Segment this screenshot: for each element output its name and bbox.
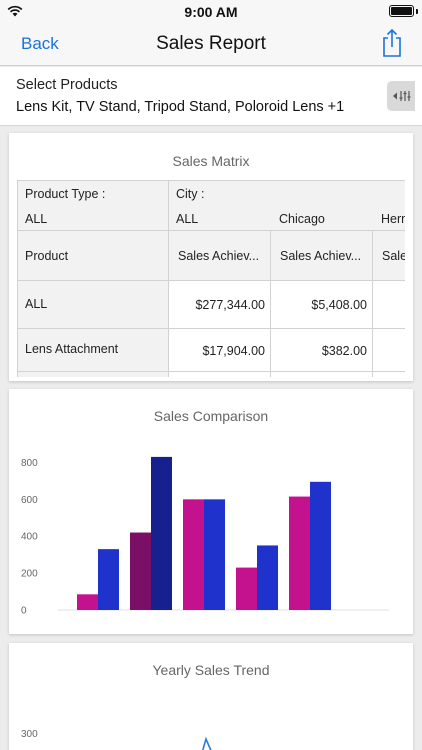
sales-matrix-table[interactable]: Product Type : ALL City : ALL Chicago He… <box>17 180 405 377</box>
battery-icon <box>389 5 414 17</box>
filter-value: Lens Kit, TV Stand, Tripod Stand, Poloro… <box>16 99 345 115</box>
cell-lens-sales-all: $17,904.00 <box>202 344 265 358</box>
cell-all-sales-chicago: $5,408.00 <box>311 298 367 312</box>
y-tick-label: 600 <box>21 495 38 506</box>
y-tick-label: 300 <box>21 729 38 740</box>
share-icon[interactable] <box>380 28 404 58</box>
filter-settings-button[interactable] <box>387 81 415 111</box>
bar[interactable] <box>289 496 310 610</box>
y-tick-label: 800 <box>21 458 38 469</box>
bar[interactable] <box>77 594 98 610</box>
cell-all-sales-all: $277,344.00 <box>195 298 265 312</box>
city-label: City : <box>176 187 205 201</box>
y-tick-label: 0 <box>21 606 27 617</box>
product-type-label: Product Type : <box>25 187 106 201</box>
measure-header-3[interactable]: Sale <box>382 249 405 263</box>
sales-matrix-title: Sales Matrix <box>172 153 250 169</box>
row-header-product: Product <box>25 249 69 263</box>
product-filter[interactable]: Select Products Lens Kit, TV Stand, Trip… <box>0 67 422 126</box>
bar[interactable] <box>310 481 331 610</box>
navigation-bar: Back Sales Report <box>0 22 422 66</box>
y-tick-label: 400 <box>21 532 38 543</box>
city-hern[interactable]: Hern <box>381 212 405 226</box>
sales-matrix-card: Sales Matrix Product Type : ALL City : A… <box>9 133 413 381</box>
y-tick-label: 200 <box>21 569 38 580</box>
bar[interactable] <box>130 532 151 610</box>
yearly-trend-chart[interactable]: 300 <box>9 643 413 750</box>
product-type-value[interactable]: ALL <box>25 212 48 226</box>
measure-header-2[interactable]: Sales Achiev... <box>280 249 362 263</box>
bar[interactable] <box>236 567 257 610</box>
battery-tip <box>416 9 418 14</box>
yearly-trend-card: Yearly Sales Trend 300 <box>9 643 413 750</box>
city-chicago[interactable]: Chicago <box>279 212 325 226</box>
yearly-trend-title: Yearly Sales Trend <box>152 662 270 678</box>
filter-label: Select Products <box>16 77 118 93</box>
wifi-icon <box>7 5 23 17</box>
cell-lens-sales-chicago: $382.00 <box>321 344 367 358</box>
status-bar: 9:00 AM <box>0 0 422 22</box>
sales-comparison-title: Sales Comparison <box>153 408 269 424</box>
row-product-lens-attachment[interactable]: Lens Attachment <box>25 342 119 356</box>
page-title: Sales Report <box>156 33 266 54</box>
status-time: 9:00 AM <box>184 4 238 20</box>
row-product-all[interactable]: ALL <box>25 297 48 311</box>
trend-line[interactable] <box>199 736 217 750</box>
bar[interactable] <box>98 549 119 610</box>
bar[interactable] <box>257 545 278 610</box>
bar[interactable] <box>151 456 172 610</box>
sliders-icon <box>393 91 411 101</box>
bar[interactable] <box>183 499 204 610</box>
measure-header-1[interactable]: Sales Achiev... <box>178 249 260 263</box>
bar[interactable] <box>204 499 225 610</box>
sales-comparison-chart[interactable]: 0 200 400 600 800 <box>9 389 413 634</box>
city-all[interactable]: ALL <box>176 212 199 226</box>
sales-comparison-card: Sales Comparison 0 200 400 600 800 <box>9 389 413 634</box>
back-button[interactable]: Back <box>21 34 59 53</box>
